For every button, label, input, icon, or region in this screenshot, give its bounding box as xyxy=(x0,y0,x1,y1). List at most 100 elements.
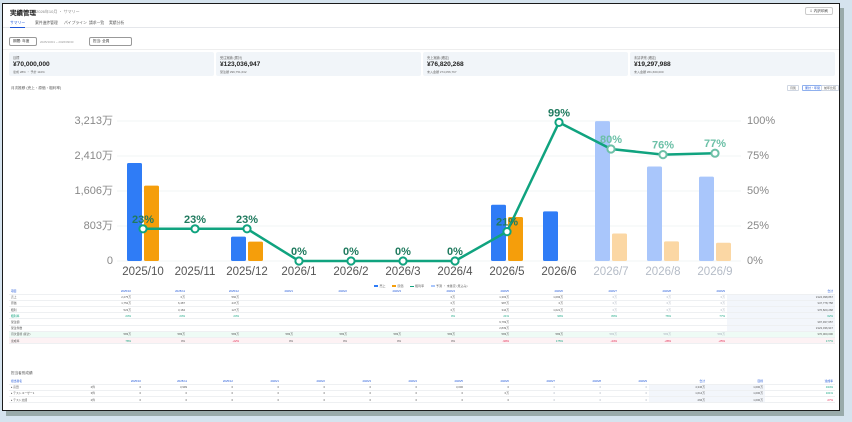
table-cell: 523万 xyxy=(79,306,133,314)
margin-point xyxy=(242,224,252,234)
table-cell xyxy=(241,318,295,326)
table-cell xyxy=(349,294,403,301)
table-cell: 0万 xyxy=(619,306,673,314)
table-cell: -25% xyxy=(673,337,727,345)
column-header: 2026/4 xyxy=(373,378,419,385)
table-cell xyxy=(295,312,349,320)
table-cell: 0% xyxy=(133,337,187,345)
table-row[interactable]: ▸ 高田 2件 0 3,999 0 0 0 0 0 3,000 0 0 0 0 4,346万 1,000万 43… xyxy=(9,384,835,391)
table-cell: 0 xyxy=(235,390,281,398)
y-tick-label: 1,606万 xyxy=(74,185,113,197)
table-cell: 583万 xyxy=(511,331,565,339)
table-cell: 0 xyxy=(235,384,281,391)
view-yoy-button[interactable]: 前年比較 xyxy=(821,85,839,91)
table-cell: 0% xyxy=(403,337,457,345)
kpi-label: 目標 xyxy=(13,56,20,60)
margin-point xyxy=(502,227,512,237)
table-cell: 583万 xyxy=(619,331,673,339)
table-cell: 583万 xyxy=(187,331,241,339)
margin-point xyxy=(710,148,720,158)
x-tick-label: 2026/5 xyxy=(489,266,524,278)
view-monthly-button[interactable]: 月別 xyxy=(787,85,800,91)
chart-section-title: 月次推移 (売上・原価・粗利率) xyxy=(11,86,62,90)
tab-pipeline[interactable]: パイプライン xyxy=(64,21,87,25)
margin-data-label: 0% xyxy=(447,246,463,258)
table-cell: 23% xyxy=(133,312,187,320)
margin-data-label: 0% xyxy=(395,246,411,258)
table-row[interactable]: ▸ テスト太郎 2件 0 0 0 0 0 0 0 0 0 0 0 0 266万 1,000万 27% xyxy=(9,396,835,404)
bar-sales xyxy=(595,121,610,261)
table-cell xyxy=(619,318,673,326)
table-cell xyxy=(403,325,457,332)
column-header: 担当者名 xyxy=(9,378,79,385)
assignee-filter-input[interactable]: 担当: 全員 xyxy=(89,37,132,46)
column-header: 2026/7 xyxy=(511,378,557,385)
tab-invoices[interactable]: 請求一覧 xyxy=(89,21,105,25)
table-cell: 0万 xyxy=(673,306,727,314)
table-cell: 0万 xyxy=(465,390,511,398)
margin-data-label: 0% xyxy=(291,246,307,258)
column-header: 2026/1 xyxy=(235,378,281,385)
table-cell: 粗利率 xyxy=(9,312,79,320)
table-cell: 76% xyxy=(619,312,673,320)
view-cumulative-button[interactable]: 累計・年間 xyxy=(802,85,824,91)
margin-data-label: 23% xyxy=(236,214,258,226)
kpi-detail: 未入金額 ¥74,056,767 xyxy=(427,69,457,74)
bar-cost xyxy=(612,233,627,261)
table-cell: 1,093万 xyxy=(511,294,565,301)
table-cell: 583万 xyxy=(565,331,619,339)
table-cell xyxy=(133,318,187,326)
table-cell: 1,752万 xyxy=(79,300,133,308)
table-cell xyxy=(511,318,565,326)
table-cell xyxy=(241,312,295,320)
bar-sales xyxy=(491,204,506,261)
person-table: 担当者名 2025/10 2025/11 2025/12 2026/1 2026/2 202… xyxy=(9,378,835,404)
column-header: 2026/3 xyxy=(349,288,403,295)
table-cell: ¥76,820,268 xyxy=(727,306,835,314)
table-cell: 0 xyxy=(557,384,603,391)
table-cell: 月次目標 (累計) xyxy=(9,331,79,339)
column-header: 項目 xyxy=(9,288,79,295)
kpi-label: 売上実績 (確定) xyxy=(427,56,450,60)
table-cell xyxy=(295,325,349,332)
kpi-detail: 未入金額 ¥61,660,000 xyxy=(634,69,664,74)
table-cell: 0万 xyxy=(673,294,727,301)
table-cell xyxy=(79,318,133,326)
table-cell: 0 xyxy=(419,396,465,404)
table-cell: 23% xyxy=(187,312,241,320)
tab-summary[interactable]: サマリー xyxy=(10,21,26,28)
tab-project-progress[interactable]: 案件進捗管理 xyxy=(35,21,58,25)
table-cell: 0 xyxy=(143,396,189,404)
table-row[interactable]: ▸ テストユーザー1 3件 0 0 0 0 0 0 0 0 0万 0 0 0 1,614万 1,000万 161… xyxy=(9,390,835,398)
table-cell: ¥70,000,000 xyxy=(727,331,835,339)
table-cell: 583万 xyxy=(79,331,133,339)
table-cell: 23% xyxy=(79,312,133,320)
table-cell: 0 xyxy=(603,396,649,404)
table-cell xyxy=(295,318,349,326)
table-cell: 1,021万 xyxy=(511,306,565,314)
column-header: 達成率 xyxy=(765,378,835,385)
table-cell: 0 xyxy=(373,384,419,391)
table-cell: ¥123,036,947 xyxy=(727,325,835,332)
table-cell: 0 xyxy=(235,396,281,404)
table-cell: 売上 xyxy=(9,294,79,301)
table-cell xyxy=(565,318,619,326)
table-cell: 583万 xyxy=(241,331,295,339)
period-range: 2025/10/01 ~ 2026/09/30 xyxy=(40,40,74,44)
y-tick-label: 803万 xyxy=(84,220,113,232)
bar-sales xyxy=(127,162,142,261)
table-cell: 2件 xyxy=(79,396,97,404)
table-cell: 0 xyxy=(97,384,143,391)
table-cell: -28% xyxy=(619,337,673,345)
table-cell: 3件 xyxy=(79,390,97,398)
table-cell: 0 xyxy=(189,396,235,404)
legend-item-sales: 売上 xyxy=(374,284,385,288)
column-header: 2025/10 xyxy=(79,288,133,295)
table-cell: 583万 xyxy=(133,331,187,339)
period-mode-select[interactable]: 期間: 年度 xyxy=(9,37,37,46)
tab-analysis[interactable]: 実績分析 xyxy=(109,21,125,25)
export-button[interactable]: ⇩ 内訳印刷 xyxy=(804,7,833,15)
table-cell: 0 xyxy=(327,396,373,404)
table-cell: 0万 xyxy=(565,300,619,308)
table-cell: 0万 xyxy=(619,294,673,301)
